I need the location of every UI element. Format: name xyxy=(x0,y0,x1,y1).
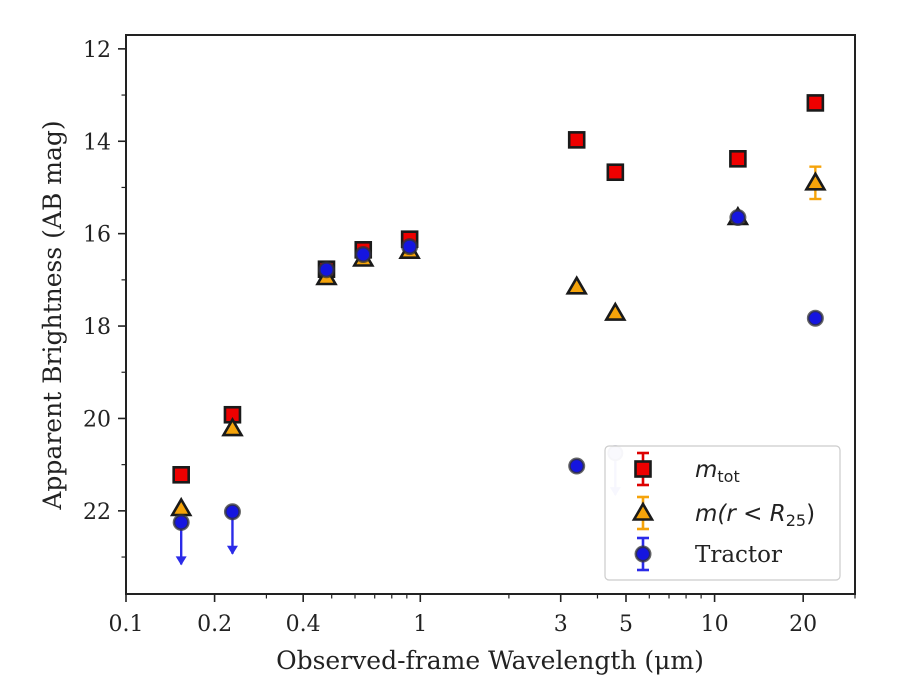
legend-marker-circle xyxy=(634,545,652,563)
x-axis-label: Observed-frame Wavelength (μm) xyxy=(276,646,704,675)
data-point-circle xyxy=(806,309,824,327)
x-tick-label: 0.4 xyxy=(286,612,321,637)
y-tick-label: 16 xyxy=(83,223,111,248)
data-point-circle xyxy=(317,261,335,279)
upper-limit-arrowhead xyxy=(226,545,238,555)
data-point-square xyxy=(806,94,825,112)
y-tick-label: 22 xyxy=(83,500,111,525)
y-axis-label: Apparent Brightness (AB mag) xyxy=(38,120,67,510)
legend-label: mtot xyxy=(695,457,740,486)
data-point-circle xyxy=(568,457,586,475)
legend-label: Tractor xyxy=(695,542,782,568)
data-point-square xyxy=(606,163,625,182)
data-point-circle xyxy=(223,503,241,521)
data-point-circle xyxy=(401,238,419,256)
legend-marker-triangle xyxy=(631,501,655,521)
data-point-triangle xyxy=(804,171,827,191)
axis-labels: Observed-frame Wavelength (μm) Apparent … xyxy=(38,120,704,675)
x-tick-label: 10 xyxy=(701,612,729,637)
y-tick-label: 18 xyxy=(83,315,111,340)
upper-limit-arrowhead xyxy=(175,556,187,566)
data-point-circle xyxy=(729,208,747,226)
plot-frame xyxy=(125,34,856,595)
y-tick-label: 14 xyxy=(83,130,111,155)
x-tick-label: 0.2 xyxy=(197,612,232,637)
x-tick-label: 5 xyxy=(619,612,633,637)
data-point-square xyxy=(729,150,747,168)
x-tick-label: 1 xyxy=(413,612,427,637)
legend-label: m(r < R25) xyxy=(695,501,815,530)
y-tick-label: 12 xyxy=(83,38,111,63)
data-point-circle xyxy=(172,513,190,531)
data-point-square xyxy=(567,131,586,149)
axis-ticks: 0.1 0.2 0.4 1 3 5 10 20 12 14 16 18 20 22 xyxy=(83,38,856,637)
data-point-circle xyxy=(354,245,372,263)
x-tick-label: 0.1 xyxy=(109,612,144,637)
data-point-square xyxy=(172,466,190,484)
data-point-triangle xyxy=(604,301,627,321)
legend: mtot m(r < R25) Tractor xyxy=(604,445,841,581)
x-tick-label: 3 xyxy=(554,612,568,637)
legend-box xyxy=(604,445,841,581)
x-tick-label: 20 xyxy=(789,612,817,637)
y-tick-label: 20 xyxy=(83,407,111,432)
data-point-triangle xyxy=(169,496,193,517)
data-point-triangle xyxy=(221,417,244,437)
data-point-triangle xyxy=(565,275,588,295)
legend-marker-square xyxy=(634,460,652,478)
series-square xyxy=(172,94,825,484)
